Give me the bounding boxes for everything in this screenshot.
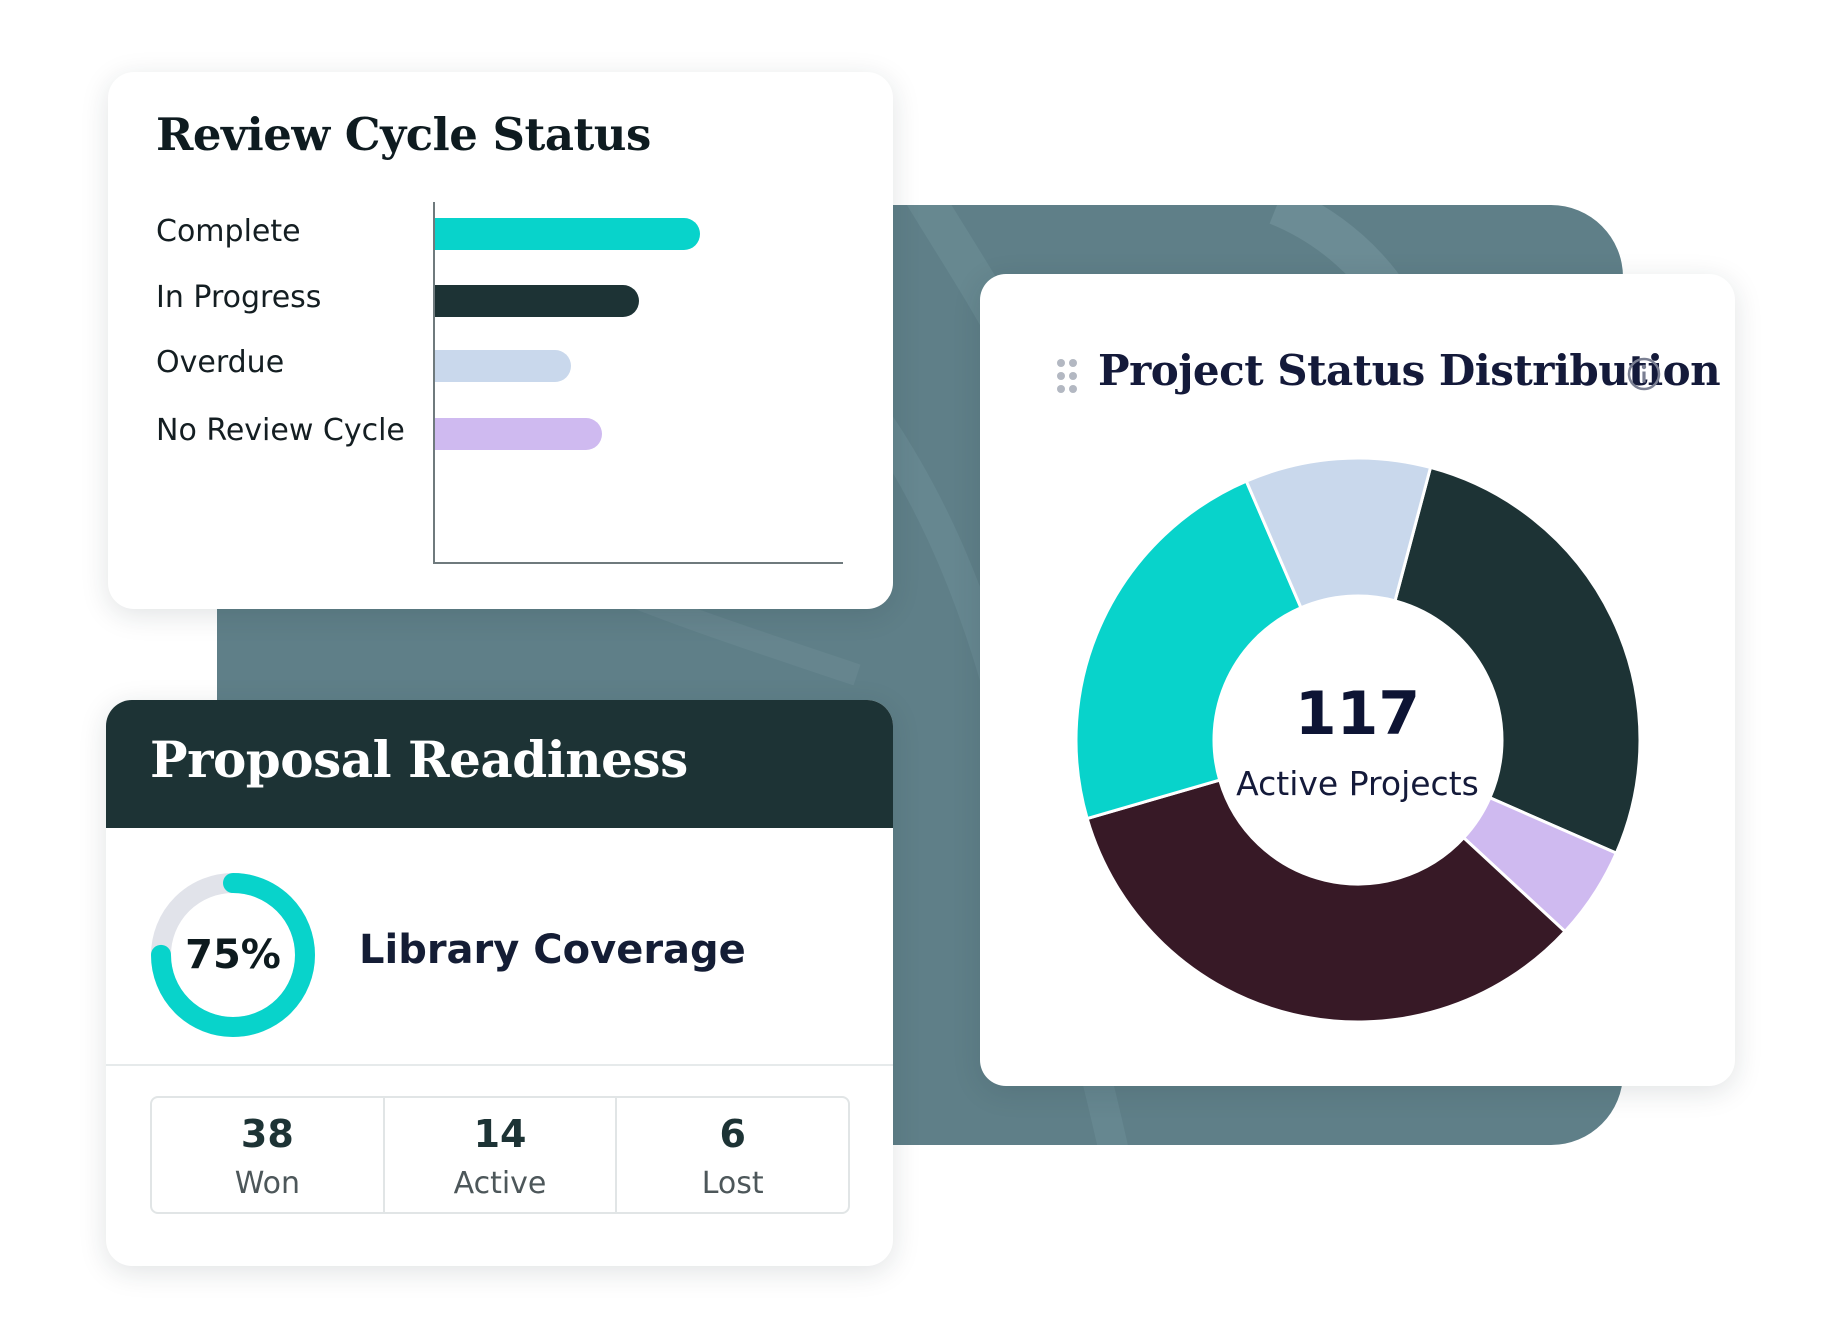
donut-slice[interactable]: [1074, 479, 1303, 821]
coverage-percent: 75%: [185, 932, 281, 978]
bar-complete[interactable]: [435, 218, 701, 250]
active-projects-count: 117: [1294, 679, 1421, 749]
stat-label: Active: [453, 1166, 547, 1201]
chart-x-axis: [433, 562, 843, 564]
stat-label: Won: [234, 1166, 300, 1201]
stat-value: 6: [719, 1112, 746, 1156]
coverage-ring-graphic: [151, 873, 315, 1037]
info-icon[interactable]: [1626, 356, 1662, 392]
coverage-label: Library Coverage: [359, 927, 746, 973]
bar-in-progress[interactable]: [435, 285, 639, 317]
bar-label: Overdue: [156, 345, 285, 380]
stat-label: Lost: [701, 1166, 764, 1201]
stat-active[interactable]: 14 Active: [385, 1098, 618, 1212]
proposal-stats: 38 Won 14 Active 6 Lost: [150, 1096, 850, 1214]
stat-lost[interactable]: 6 Lost: [617, 1098, 848, 1212]
drag-handle-icon[interactable]: [1056, 358, 1078, 394]
donut-slice[interactable]: [1085, 778, 1568, 1024]
ring-progress: [151, 873, 315, 1037]
bar-no-review-cycle[interactable]: [435, 418, 602, 450]
donut-slice[interactable]: [1393, 465, 1642, 856]
divider: [106, 1064, 893, 1066]
bar-overdue[interactable]: [435, 350, 571, 382]
stat-value: 38: [240, 1112, 294, 1156]
status-donut-chart: [1074, 456, 1642, 1024]
active-projects-label: Active Projects: [1236, 764, 1479, 803]
bar-label: Complete: [156, 214, 301, 249]
stat-won[interactable]: 38 Won: [152, 1098, 385, 1212]
stat-value: 14: [473, 1112, 527, 1156]
project-status-distribution-card: Project Status Distribution 117 Active P…: [980, 274, 1735, 1086]
review-cycle-title: Review Cycle Status: [156, 108, 651, 161]
review-cycle-status-card: Review Cycle Status Complete In Progress O…: [108, 72, 893, 609]
coverage-ring: 75%: [148, 870, 318, 1040]
proposal-title: Proposal Readiness: [150, 730, 688, 789]
donut-slice[interactable]: [1244, 456, 1433, 610]
bar-label: In Progress: [156, 280, 322, 315]
chart-y-axis: [433, 202, 435, 564]
bar-label: No Review Cycle: [156, 413, 405, 448]
proposal-readiness-card: Proposal Readiness 75% Library Coverage …: [106, 700, 893, 1266]
distribution-title: Project Status Distribution: [1098, 346, 1721, 395]
proposal-header: Proposal Readiness: [106, 700, 893, 828]
